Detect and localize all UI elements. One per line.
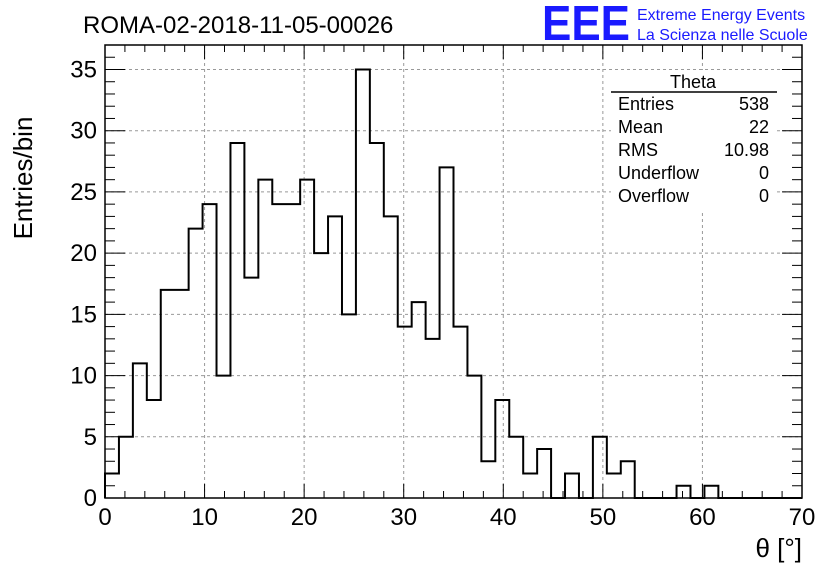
x-tick-label: 40 [490,504,517,531]
plot-frame [104,44,803,499]
x-tick-label: 30 [390,504,417,531]
stats-label: RMS [618,140,658,160]
y-axis-ticks: 0 5 10 15 20 25 30 35 [70,44,802,512]
logo-line-2: La Scienza nelle Scuole [637,27,808,44]
x-tick-label: 10 [191,504,218,531]
y-axis-label: Entries/bin [8,117,38,240]
x-tick-label: 60 [689,504,716,531]
y-tick-label: 35 [70,56,97,83]
x-axis-ticks: 0 10 20 30 40 50 60 70 [98,45,815,531]
stats-title: Theta [670,72,717,92]
x-tick-label: 70 [789,504,816,531]
y-tick-label: 25 [70,179,97,206]
x-axis-label: θ [°] [755,533,802,563]
x-tick-label: 0 [98,504,111,531]
y-tick-label: 15 [70,301,97,328]
y-tick-label: 10 [70,363,97,390]
stats-value: 538 [739,94,769,114]
stats-box: Theta Entries 538 Mean 22 RMS 10.98 Underflow 0… [611,70,777,210]
eee-logo: EEE [542,0,630,51]
x-tick-label: 50 [590,504,617,531]
stats-label: Overflow [618,186,690,206]
x-tick-label: 20 [291,504,318,531]
stats-value: 22 [749,117,769,137]
stats-value: 10.98 [724,140,769,160]
stats-value: 0 [759,186,769,206]
stats-label: Mean [618,117,663,137]
y-tick-label: 0 [84,485,97,512]
chart-title: ROMA-02-2018-11-05-00026 [83,12,393,39]
stats-value: 0 [759,163,769,183]
logo-line-1: Extreme Energy Events [637,7,805,24]
stats-label: Entries [618,94,674,114]
stats-label: Underflow [618,163,700,183]
y-tick-label: 20 [70,240,97,267]
y-tick-label: 5 [84,424,97,451]
y-tick-label: 30 [70,118,97,145]
